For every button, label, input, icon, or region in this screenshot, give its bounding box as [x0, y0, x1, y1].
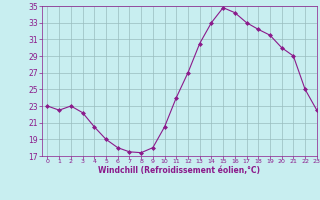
X-axis label: Windchill (Refroidissement éolien,°C): Windchill (Refroidissement éolien,°C)	[98, 166, 260, 175]
